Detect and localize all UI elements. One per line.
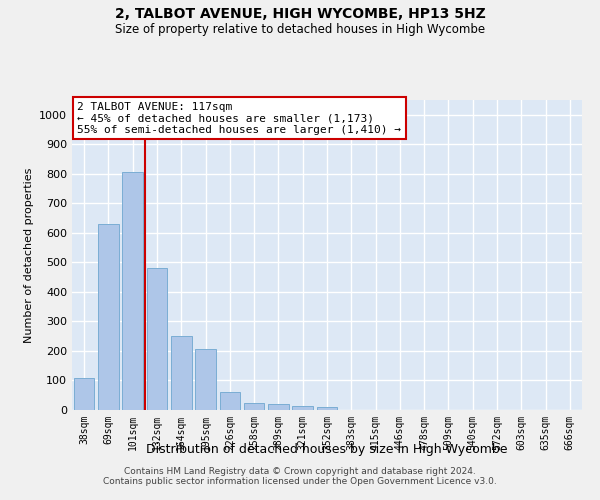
Bar	[74, 378, 94, 410]
Bar	[195, 350, 216, 410]
Bar	[268, 404, 289, 410]
Text: Contains HM Land Registry data © Crown copyright and database right 2024.: Contains HM Land Registry data © Crown c…	[124, 467, 476, 476]
Text: Contains public sector information licensed under the Open Government Licence v3: Contains public sector information licen…	[103, 477, 497, 486]
Bar	[122, 172, 143, 410]
Bar	[292, 406, 313, 410]
Text: Size of property relative to detached houses in High Wycombe: Size of property relative to detached ho…	[115, 22, 485, 36]
Bar	[317, 407, 337, 410]
Text: 2, TALBOT AVENUE, HIGH WYCOMBE, HP13 5HZ: 2, TALBOT AVENUE, HIGH WYCOMBE, HP13 5HZ	[115, 8, 485, 22]
Y-axis label: Number of detached properties: Number of detached properties	[23, 168, 34, 342]
Text: 2 TALBOT AVENUE: 117sqm
← 45% of detached houses are smaller (1,173)
55% of semi: 2 TALBOT AVENUE: 117sqm ← 45% of detache…	[77, 102, 401, 134]
Bar	[220, 392, 240, 410]
Bar	[171, 336, 191, 410]
Bar	[98, 224, 119, 410]
Bar	[146, 268, 167, 410]
Text: Distribution of detached houses by size in High Wycombe: Distribution of detached houses by size …	[146, 442, 508, 456]
Bar	[244, 402, 265, 410]
